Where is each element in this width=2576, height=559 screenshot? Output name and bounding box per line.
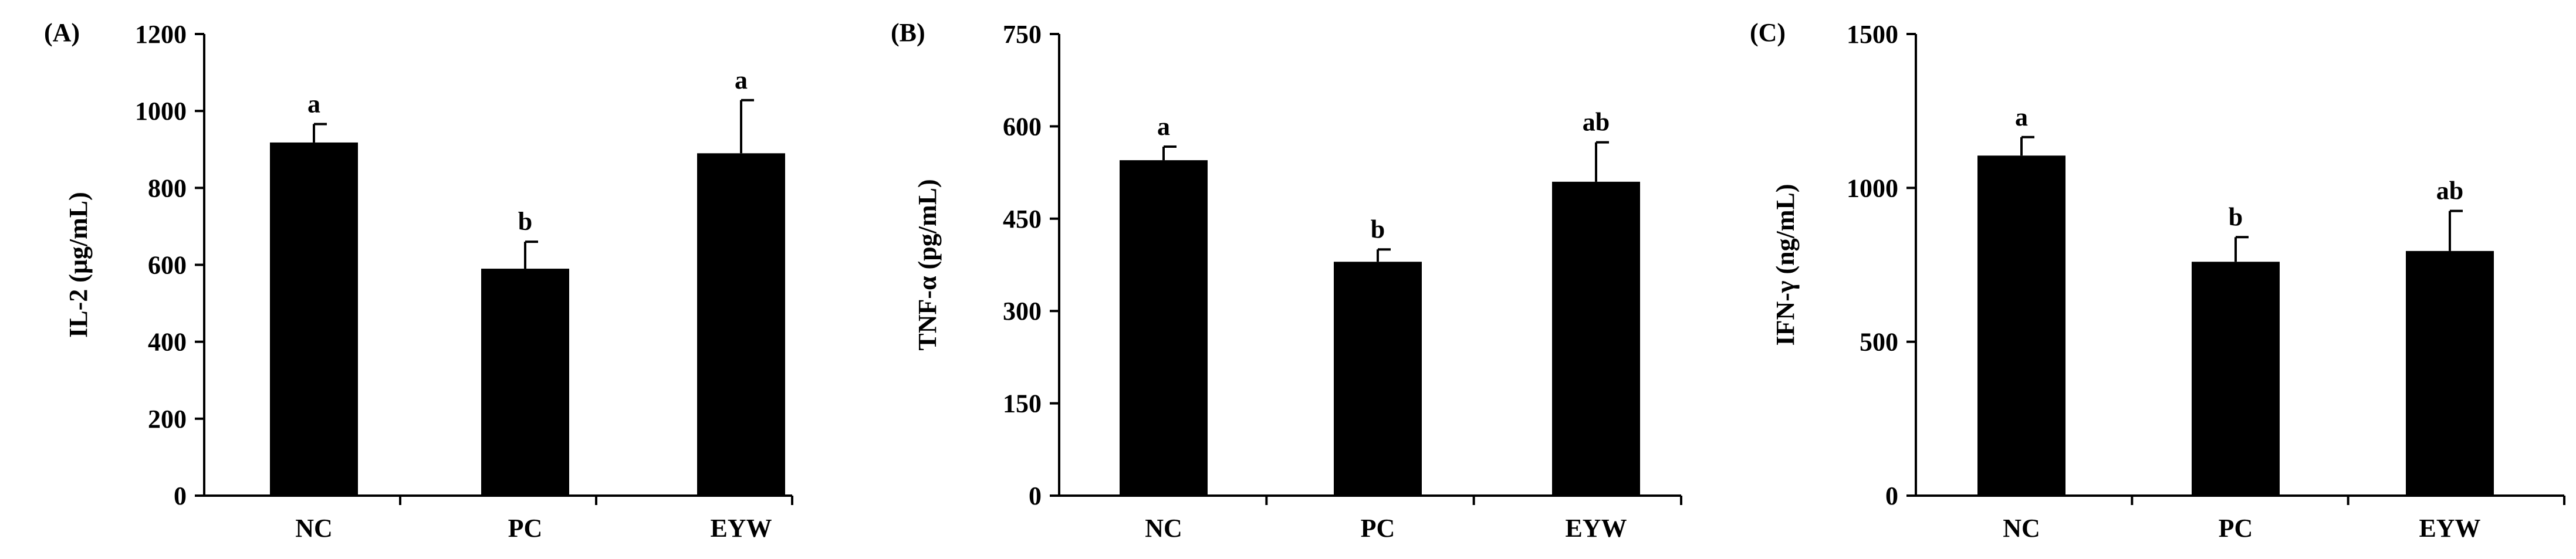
- significance-label: b: [518, 207, 532, 236]
- y-tick-label: 450: [1003, 205, 1042, 233]
- y-tick-label: 400: [148, 328, 187, 357]
- significance-label: a: [307, 89, 320, 118]
- y-tick-label: 0: [1029, 482, 1042, 510]
- bar-pc: [481, 269, 569, 496]
- bar-pc: [2192, 262, 2280, 496]
- x-tick-label-eyw: EYW: [2419, 514, 2480, 543]
- y-tick-label: 0: [174, 482, 187, 510]
- y-tick-label: 1500: [1847, 20, 1898, 49]
- y-tick-label: 600: [1003, 112, 1042, 141]
- y-tick-label: 1200: [135, 20, 187, 49]
- y-axis-title: IL-2 (μg/mL): [64, 192, 93, 338]
- x-tick-label-eyw: EYW: [710, 514, 772, 543]
- x-tick-label-pc: PC: [1361, 514, 1395, 543]
- bar-eyw: [697, 153, 785, 496]
- significance-label: b: [1371, 215, 1385, 243]
- x-tick-label-nc: NC: [1145, 514, 1182, 543]
- panel-label: (B): [891, 18, 925, 47]
- panel-c: (C) IFN-γ (ng/mL) 0 500 1000 1500 a NC b PC ab EYW: [1750, 18, 2565, 543]
- y-tick-label: 800: [148, 174, 187, 202]
- x-tick-label-eyw: EYW: [1565, 514, 1627, 543]
- significance-label: a: [1157, 112, 1170, 141]
- y-tick-label: 750: [1003, 20, 1042, 49]
- y-tick-label: 1000: [1847, 174, 1898, 202]
- bar-nc: [1977, 155, 2065, 496]
- significance-label: ab: [2436, 177, 2463, 205]
- significance-label: b: [2229, 202, 2243, 231]
- y-tick-label: 600: [148, 251, 187, 280]
- y-axis-title: IFN-γ (ng/mL): [1771, 184, 1800, 345]
- significance-label: ab: [1583, 108, 1610, 137]
- significance-label: a: [735, 66, 748, 94]
- bar-eyw: [2406, 250, 2494, 496]
- y-tick-label: 150: [1003, 389, 1042, 418]
- bar-nc: [270, 142, 358, 496]
- y-tick-label: 200: [148, 405, 187, 433]
- significance-label: a: [2015, 103, 2028, 131]
- panel-label: (A): [44, 18, 80, 47]
- bar-eyw: [1552, 181, 1640, 496]
- y-tick-label: 300: [1003, 297, 1042, 326]
- x-tick-label-pc: PC: [508, 514, 543, 543]
- bar-pc: [1334, 262, 1422, 496]
- bar-nc: [1120, 160, 1208, 496]
- y-tick-label: 500: [1860, 328, 1898, 357]
- panel-b: (B) TNF-α (pg/mL) 0 150 300 450 600 750 a NC b PC ab…: [891, 18, 1682, 543]
- y-axis-title: TNF-α (pg/mL): [913, 179, 942, 350]
- x-tick-label-nc: NC: [2003, 514, 2040, 543]
- x-tick-label-nc: NC: [295, 514, 333, 543]
- panel-label: (C): [1750, 18, 1786, 47]
- panel-a: (A) IL-2 (μg/mL) 0 200 400 600 800 1000 1200 a NC b…: [44, 18, 793, 543]
- y-tick-label: 1000: [135, 97, 187, 126]
- x-tick-label-pc: PC: [2219, 514, 2253, 543]
- y-tick-label: 0: [1885, 482, 1898, 510]
